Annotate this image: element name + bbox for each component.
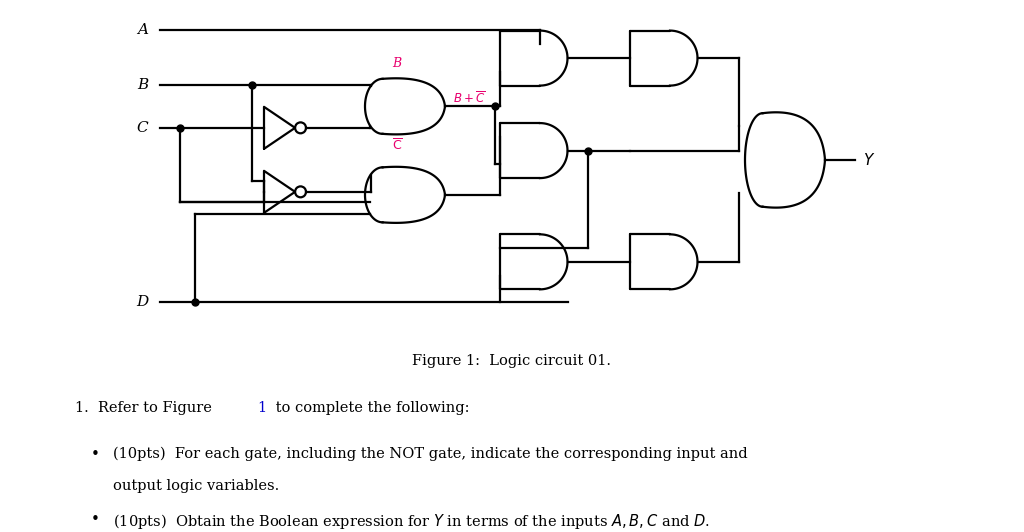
Text: D: D <box>136 295 148 309</box>
Text: B: B <box>392 57 401 70</box>
Text: (10pts)  Obtain the Boolean expression for $Y$ in terms of the inputs $A, B, C$ : (10pts) Obtain the Boolean expression fo… <box>113 512 710 531</box>
Text: •: • <box>91 447 100 462</box>
Text: to complete the following:: to complete the following: <box>271 401 469 414</box>
Text: $B+\overline{C}$: $B+\overline{C}$ <box>453 90 485 106</box>
Text: $Y$: $Y$ <box>863 152 876 168</box>
Text: (10pts)  For each gate, including the NOT gate, indicate the corresponding input: (10pts) For each gate, including the NOT… <box>113 447 748 461</box>
Text: Figure 1:  Logic circuit 01.: Figure 1: Logic circuit 01. <box>413 354 611 368</box>
Text: $\overline{\rm C}$: $\overline{\rm C}$ <box>391 138 402 153</box>
Text: A: A <box>137 23 148 37</box>
Text: 1.  Refer to Figure: 1. Refer to Figure <box>75 401 216 414</box>
Text: output logic variables.: output logic variables. <box>113 479 280 494</box>
Text: 1: 1 <box>257 401 266 414</box>
Text: •: • <box>91 512 100 527</box>
Text: B: B <box>137 78 148 92</box>
Text: C: C <box>136 121 148 135</box>
